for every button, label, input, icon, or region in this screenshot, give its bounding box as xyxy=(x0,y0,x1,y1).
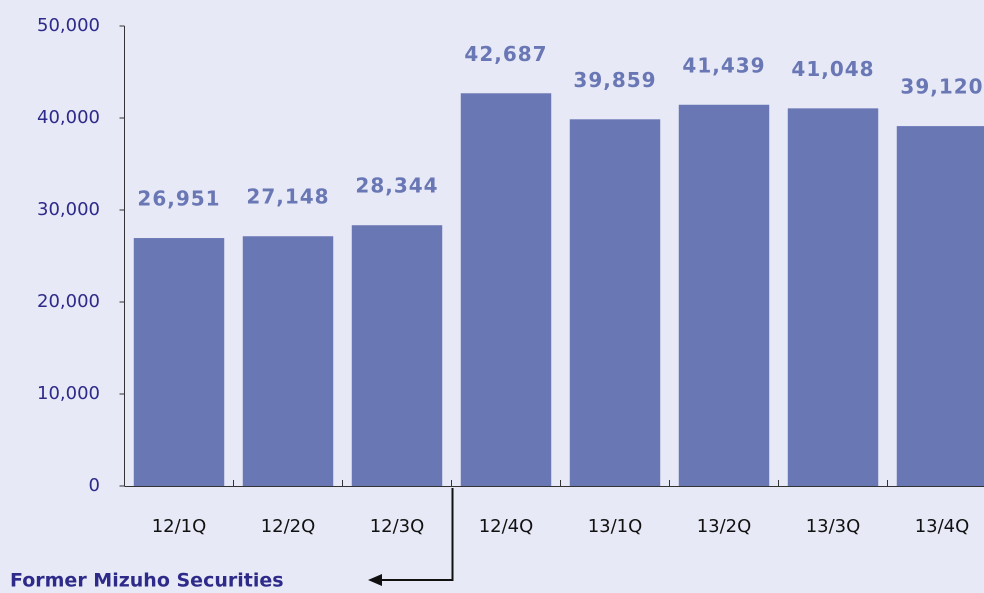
annotation-line xyxy=(378,488,454,581)
x-tick-label: 12/4Q xyxy=(479,516,534,537)
bar xyxy=(787,108,879,486)
y-tick-label: 30,000 xyxy=(37,199,100,220)
y-tick-label: 20,000 xyxy=(37,291,100,312)
x-tick-label: 12/1Q xyxy=(152,516,207,537)
bar xyxy=(569,119,661,486)
bar xyxy=(460,93,552,486)
y-tick-label: 0 xyxy=(89,475,100,496)
y-tick-label: 50,000 xyxy=(37,15,100,36)
x-tick-label: 12/2Q xyxy=(261,516,316,537)
x-tick-label: 13/1Q xyxy=(588,516,643,537)
annotation: Former Mizuho Securities xyxy=(10,570,284,592)
x-tick-label: 13/2Q xyxy=(697,516,752,537)
value-label: 41,048 xyxy=(791,57,874,81)
value-label: 39,120 xyxy=(900,75,983,99)
value-label: 26,951 xyxy=(137,187,220,211)
y-tick-label: 40,000 xyxy=(37,107,100,128)
x-tick-label: 13/3Q xyxy=(806,516,861,537)
x-tick-label: 12/3Q xyxy=(370,516,425,537)
bar xyxy=(351,225,443,486)
value-label: 42,687 xyxy=(464,42,547,66)
value-label: 41,439 xyxy=(682,53,765,77)
annotation-arrow xyxy=(368,574,382,586)
value-label: 27,148 xyxy=(246,185,329,209)
bar xyxy=(242,236,334,486)
bar xyxy=(133,238,225,486)
x-tick-label: 13/4Q xyxy=(915,516,970,537)
value-label: 28,344 xyxy=(355,174,438,198)
bar xyxy=(678,104,770,486)
value-label: 39,859 xyxy=(573,68,656,92)
bar xyxy=(896,126,984,486)
y-tick-label: 10,000 xyxy=(37,383,100,404)
